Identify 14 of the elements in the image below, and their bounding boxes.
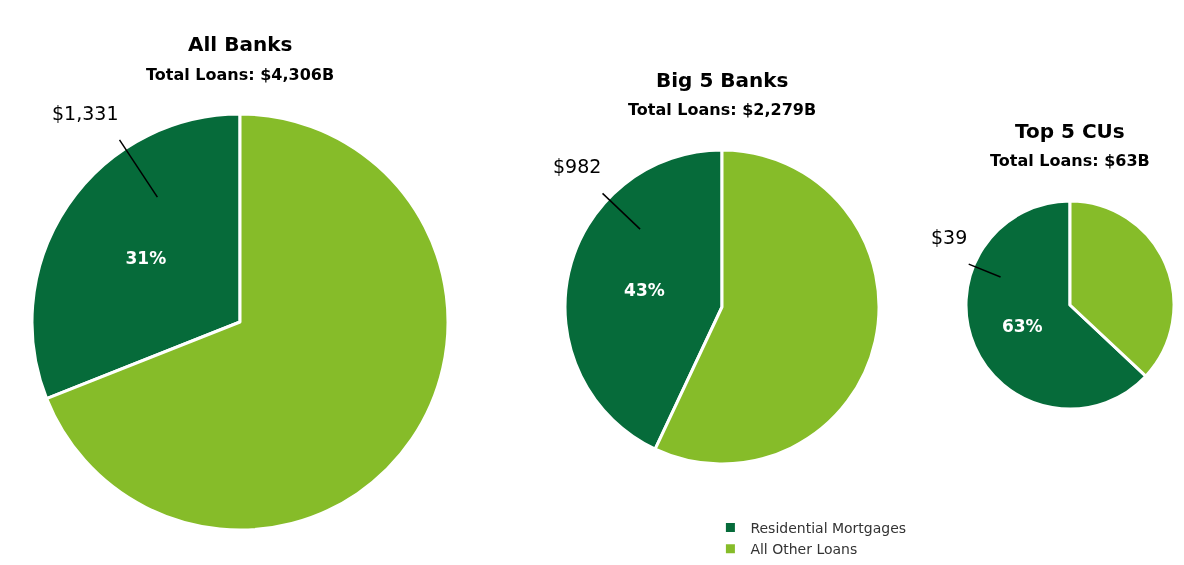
text: $39	[931, 226, 968, 248]
chart-subtitle: Total Loans: $4,306B	[146, 65, 335, 84]
data-label: 63%	[1001, 315, 1043, 336]
data-label: 31%	[125, 248, 167, 269]
legend-label: All Other Loans	[750, 541, 858, 558]
chart-title: Big 5 Banks	[656, 68, 789, 92]
chart-title: All Banks	[188, 32, 293, 56]
chart-title: Top 5 CUs	[1015, 119, 1125, 143]
text: $982	[553, 155, 602, 177]
text: $1,331	[52, 102, 119, 124]
chart-subtitle: Total Loans: $2,279B	[628, 100, 817, 119]
legend-label: Residential Mortgages	[750, 520, 907, 537]
chart-subtitle: Total Loans: $63B	[990, 151, 1150, 170]
data-label: 43%	[624, 279, 665, 300]
